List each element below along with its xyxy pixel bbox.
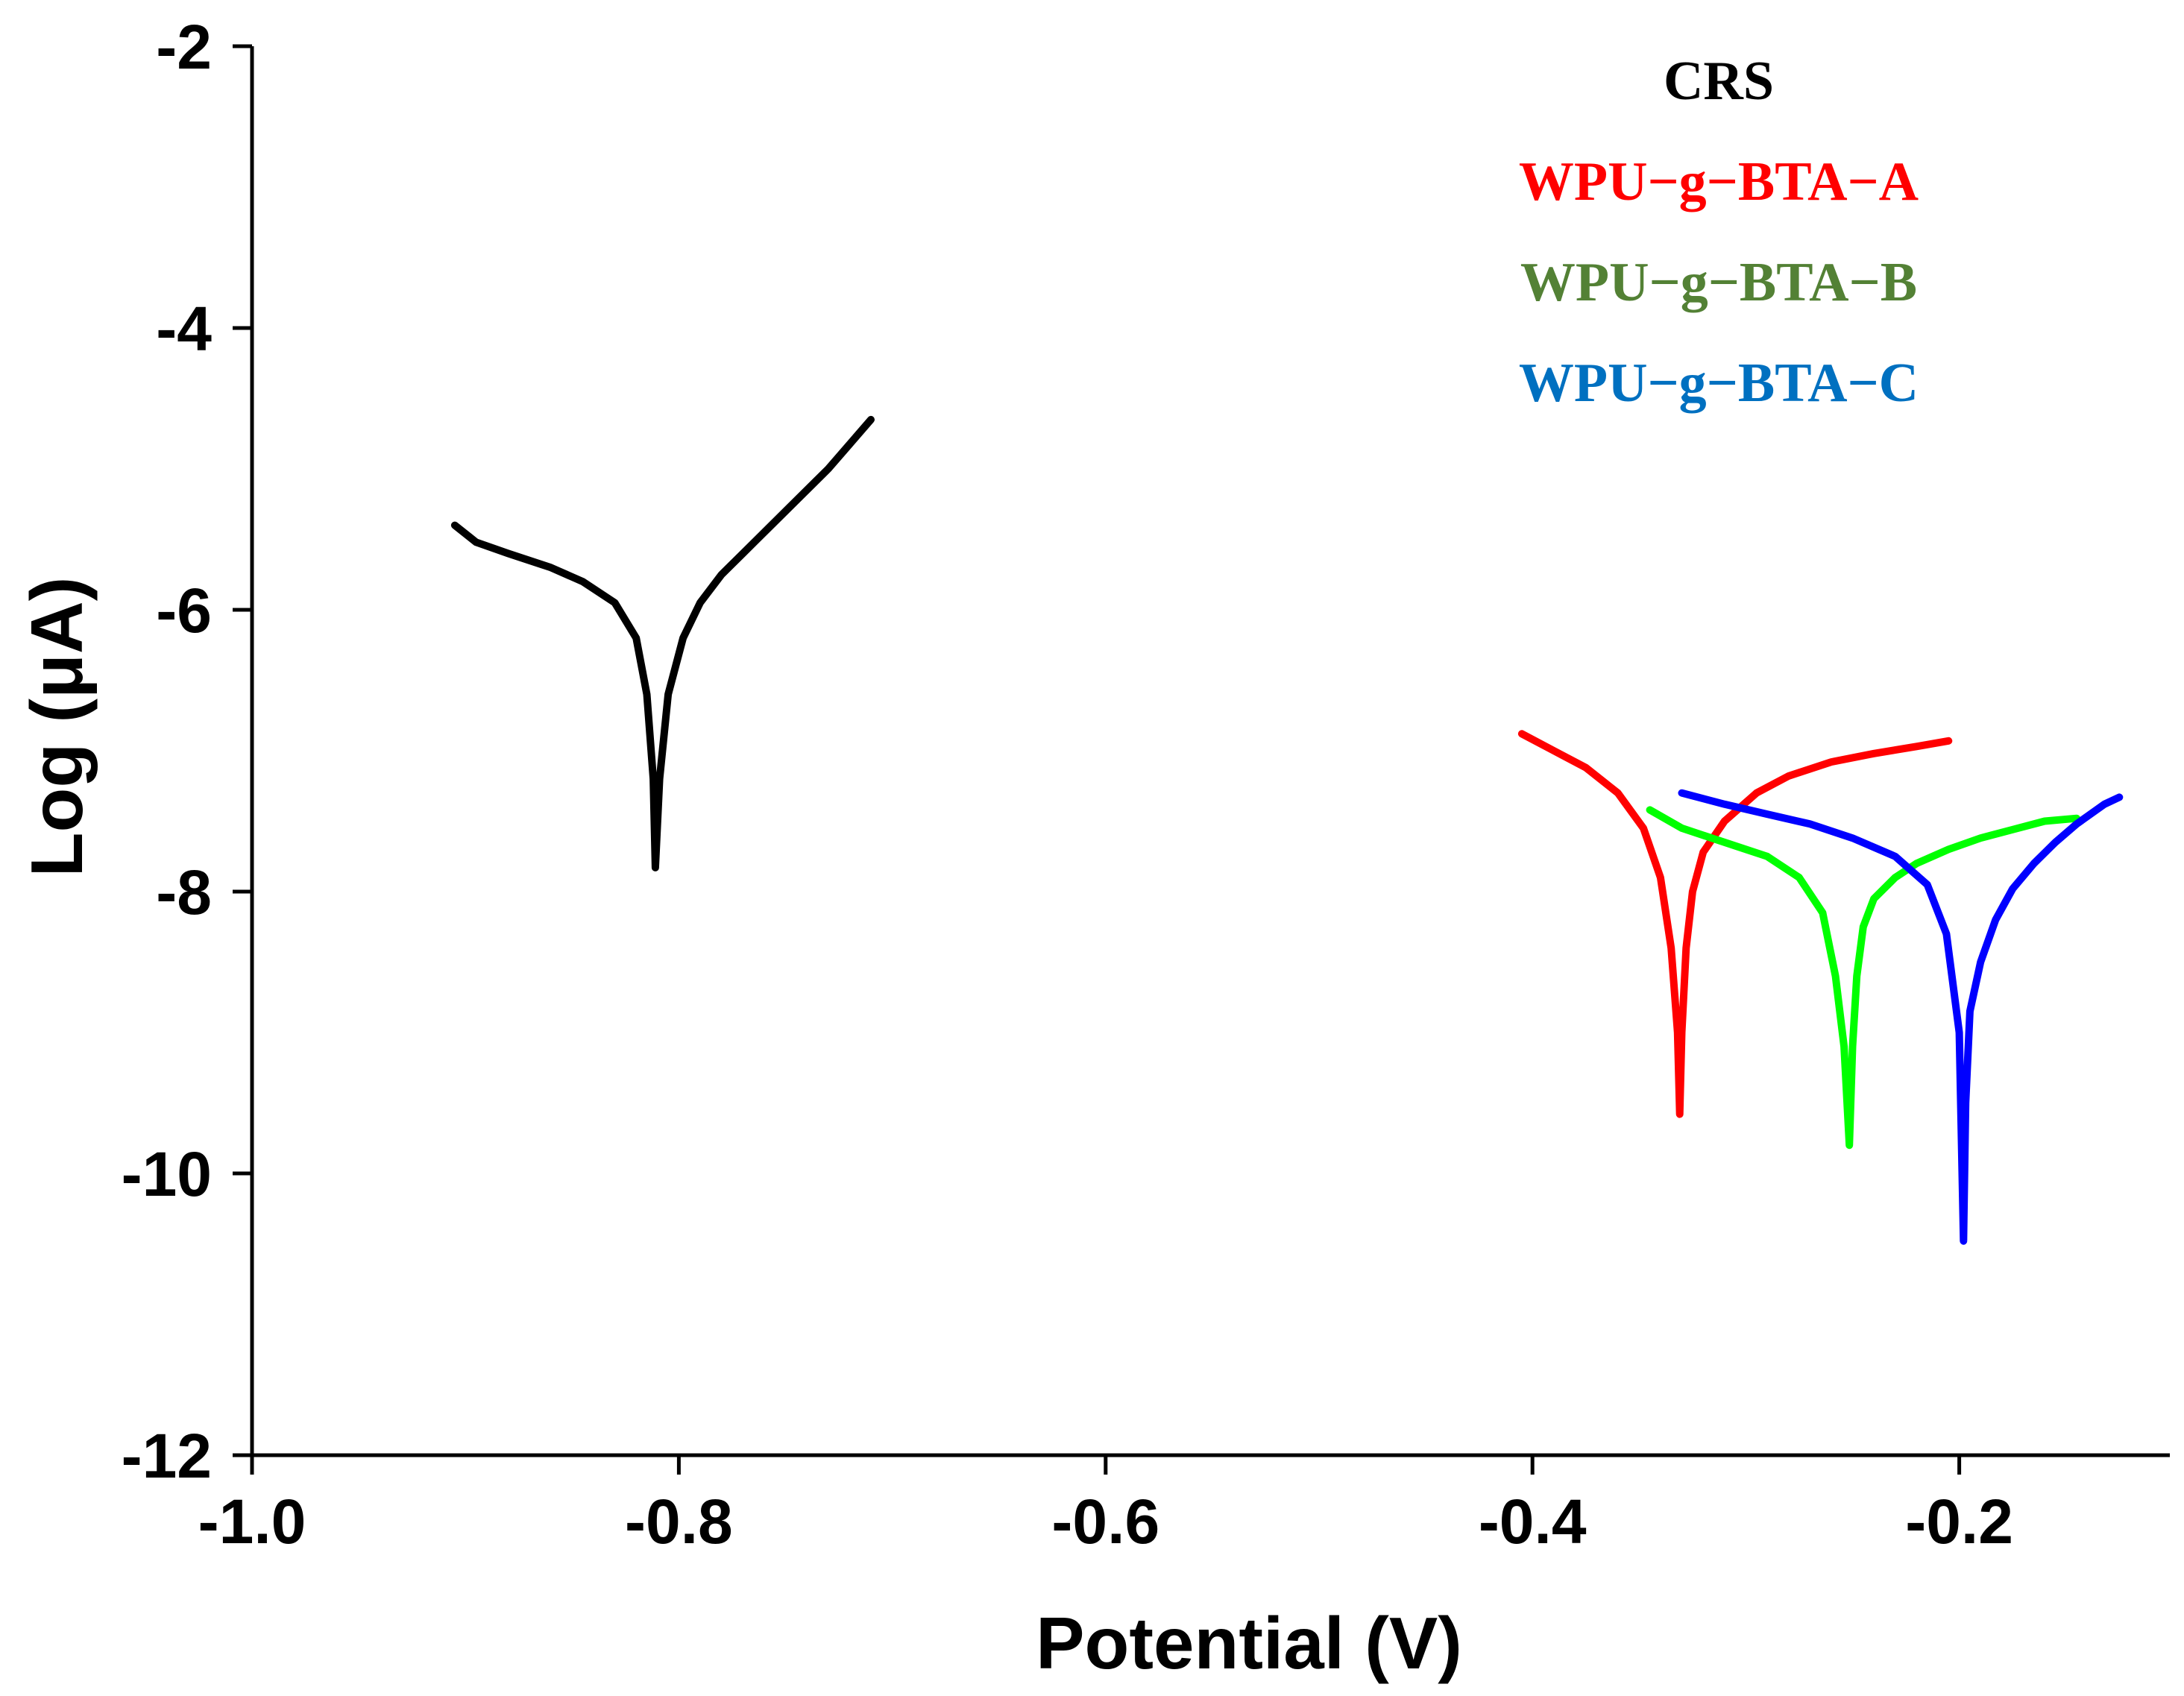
x-axis-label: Potential (V)	[1036, 1602, 1462, 1684]
legend: CRS WPU−g−BTA−A WPU−g−BTA−B WPU−g−BTA−C	[1519, 51, 1919, 414]
series-line-crs	[450, 415, 875, 871]
x-tick-label: -0.2	[1905, 1487, 2013, 1557]
y-tick-label: -2	[156, 12, 212, 82]
y-tick-label: -10	[122, 1139, 212, 1209]
y-axis-ticks: -12 -10 -8 -6 -4 -2	[122, 12, 252, 1491]
legend-item-crs: CRS	[1664, 51, 1774, 112]
y-axis-label: Log (μA)	[16, 577, 98, 877]
y-tick-label: -4	[156, 294, 212, 364]
series-group	[450, 415, 2124, 1245]
x-tick-label: -1.0	[198, 1487, 306, 1557]
legend-item-wpu-g-bta-a: WPU−g−BTA−A	[1519, 151, 1919, 212]
x-tick-label: -0.4	[1479, 1487, 1587, 1557]
legend-item-wpu-g-bta-c: WPU−g−BTA−C	[1519, 353, 1919, 414]
x-tick-label: -0.6	[1051, 1487, 1159, 1557]
series-line-wpu-g-bta-a	[1517, 730, 1953, 1118]
y-tick-label: -8	[156, 857, 212, 927]
y-tick-label: -12	[122, 1421, 212, 1491]
plot-area	[250, 46, 2170, 1457]
y-tick-label: -6	[156, 576, 212, 646]
series-line-wpu-g-bta-c	[1678, 789, 2124, 1245]
series-line-wpu-g-bta-b	[1646, 806, 2080, 1150]
x-tick-label: -0.8	[625, 1487, 733, 1557]
legend-item-wpu-g-bta-b: WPU−g−BTA−B	[1520, 252, 1917, 313]
x-axis-ticks: -1.0 -0.8 -0.6 -0.4 -0.2	[198, 1455, 2013, 1557]
